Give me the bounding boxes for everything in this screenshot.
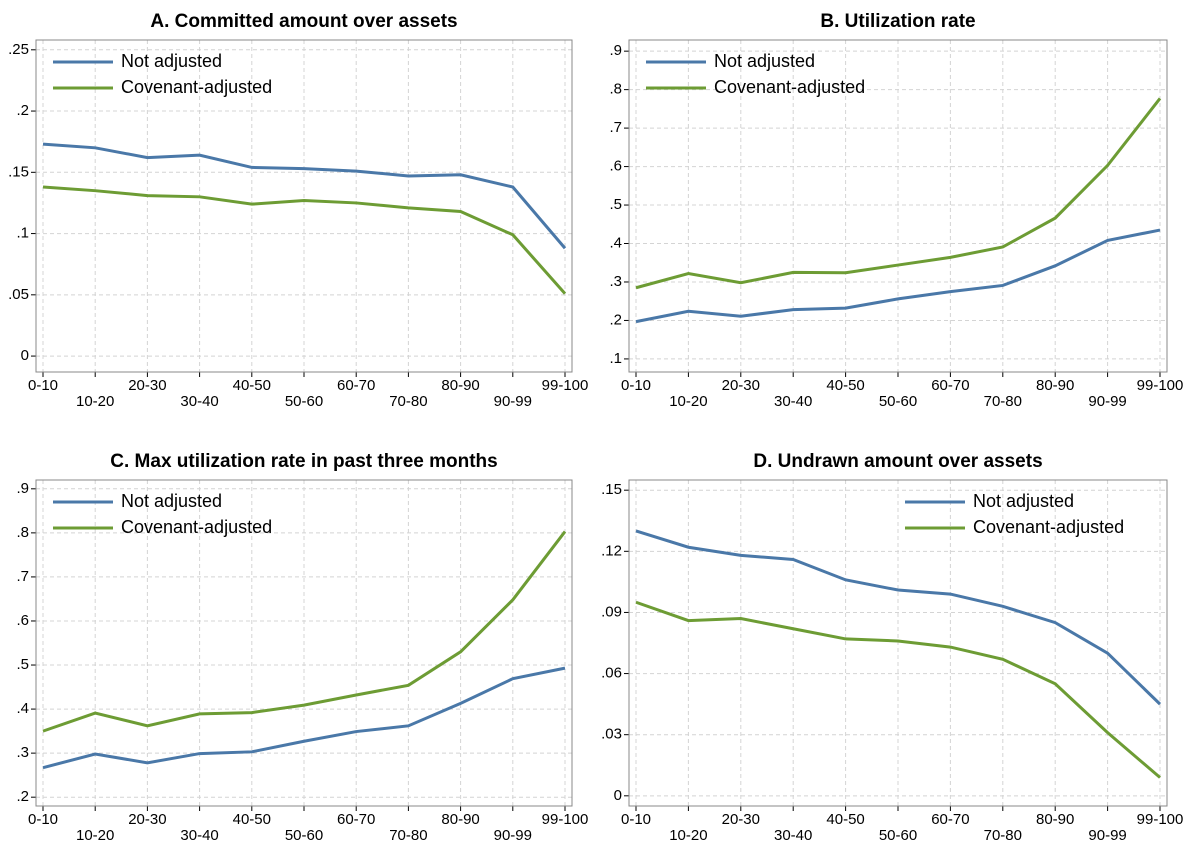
x-tick-label: 99-100 [542, 811, 589, 828]
x-tick-label: 40-50 [826, 811, 864, 828]
x-tick-label: 10-20 [669, 827, 707, 844]
y-tick-label: .15 [8, 163, 29, 180]
x-tick-label: 50-60 [879, 827, 917, 844]
x-tick-label: 90-99 [494, 827, 532, 844]
x-tick-label: 30-40 [180, 827, 218, 844]
x-tick-label: 0-10 [621, 377, 651, 394]
x-tick-label: 70-80 [984, 393, 1022, 410]
y-tick-label: .3 [16, 744, 29, 761]
y-tick-label: .9 [609, 42, 622, 59]
y-tick-label: .05 [8, 286, 29, 303]
y-tick-label: .5 [16, 656, 29, 673]
y-tick-label: .7 [16, 568, 29, 585]
y-tick-label: .6 [609, 158, 622, 175]
x-tick-label: 20-30 [722, 811, 760, 828]
x-tick-label: 99-100 [542, 377, 589, 394]
x-tick-label: 80-90 [441, 377, 479, 394]
series-line [42, 666, 566, 770]
x-tick-label: 20-30 [128, 811, 166, 828]
y-tick-label: .8 [16, 524, 29, 541]
series-line [635, 529, 1162, 706]
x-tick-label: 10-20 [76, 827, 114, 844]
y-tick-label: .4 [16, 700, 29, 717]
x-tick-label: 80-90 [441, 811, 479, 828]
x-tick-label: 0-10 [621, 811, 651, 828]
y-tick-label: .6 [16, 612, 29, 629]
x-tick-label: 30-40 [180, 393, 218, 410]
plot-frame [35, 479, 573, 807]
y-tick-label: .9 [16, 480, 29, 497]
x-tick-label: 99-100 [1137, 377, 1184, 394]
x-tick-label: 90-99 [494, 393, 532, 410]
y-tick-label: .12 [601, 542, 622, 559]
series-line [42, 185, 567, 295]
y-tick-label: .2 [16, 102, 29, 119]
x-tick-label: 60-70 [337, 811, 375, 828]
x-tick-label: 20-30 [128, 377, 166, 394]
x-tick-label: 60-70 [337, 377, 375, 394]
x-tick-label: 80-90 [1036, 811, 1074, 828]
chart-title: C. Max utilization rate in past three mo… [110, 451, 497, 472]
y-tick-label: .4 [609, 234, 622, 251]
legend-label: Not adjusted [121, 491, 222, 511]
x-tick-label: 30-40 [774, 827, 812, 844]
y-tick-label: .5 [609, 196, 622, 213]
y-tick-label: .8 [609, 81, 622, 98]
plot-frame [35, 39, 573, 373]
y-tick-label: .09 [601, 603, 622, 620]
x-tick-label: 90-99 [1088, 393, 1126, 410]
legend-label: Not adjusted [714, 51, 815, 71]
plot-frame [628, 479, 1168, 807]
legend-label: Covenant-adjusted [121, 517, 272, 537]
chart-title: A. Committed amount over assets [150, 11, 457, 32]
x-tick-label: 0-10 [28, 377, 58, 394]
y-tick-label: .15 [601, 481, 622, 498]
x-tick-label: 10-20 [76, 393, 114, 410]
y-tick-label: .3 [609, 273, 622, 290]
y-tick-label: 0 [614, 787, 622, 804]
series-line [42, 530, 567, 733]
x-tick-label: 30-40 [774, 393, 812, 410]
x-tick-label: 40-50 [233, 811, 271, 828]
x-tick-label: 50-60 [285, 393, 323, 410]
x-tick-label: 99-100 [1137, 811, 1184, 828]
x-tick-label: 60-70 [931, 377, 969, 394]
series-line [635, 228, 1161, 324]
x-tick-label: 10-20 [669, 393, 707, 410]
y-tick-label: .2 [16, 788, 29, 805]
series-line [635, 600, 1161, 779]
plot-frame [628, 39, 1168, 373]
x-tick-label: 50-60 [879, 393, 917, 410]
legend-label: Covenant-adjusted [973, 517, 1124, 537]
x-tick-label: 50-60 [285, 827, 323, 844]
legend-label: Covenant-adjusted [714, 77, 865, 97]
y-tick-label: .2 [609, 311, 622, 328]
x-tick-label: 70-80 [984, 827, 1022, 844]
series-line [635, 97, 1162, 290]
x-tick-label: 80-90 [1036, 377, 1074, 394]
x-tick-label: 60-70 [931, 811, 969, 828]
y-tick-label: .1 [16, 225, 29, 242]
x-tick-label: 20-30 [722, 377, 760, 394]
x-tick-label: 90-99 [1088, 827, 1126, 844]
y-tick-label: .03 [601, 726, 622, 743]
legend-label: Covenant-adjusted [121, 77, 272, 97]
series-line [42, 142, 567, 250]
x-tick-label: 0-10 [28, 811, 58, 828]
chart-title: D. Undrawn amount over assets [753, 451, 1042, 472]
x-tick-label: 70-80 [389, 393, 427, 410]
x-tick-label: 40-50 [233, 377, 271, 394]
y-tick-label: .1 [609, 350, 622, 367]
y-tick-label: 0 [21, 347, 29, 364]
legend-label: Not adjusted [121, 51, 222, 71]
chart-title: B. Utilization rate [820, 11, 975, 32]
y-tick-label: .7 [609, 119, 622, 136]
y-tick-label: .25 [8, 41, 29, 58]
legend-label: Not adjusted [973, 491, 1074, 511]
x-tick-label: 40-50 [826, 377, 864, 394]
x-tick-label: 70-80 [389, 827, 427, 844]
y-tick-label: .06 [601, 665, 622, 682]
